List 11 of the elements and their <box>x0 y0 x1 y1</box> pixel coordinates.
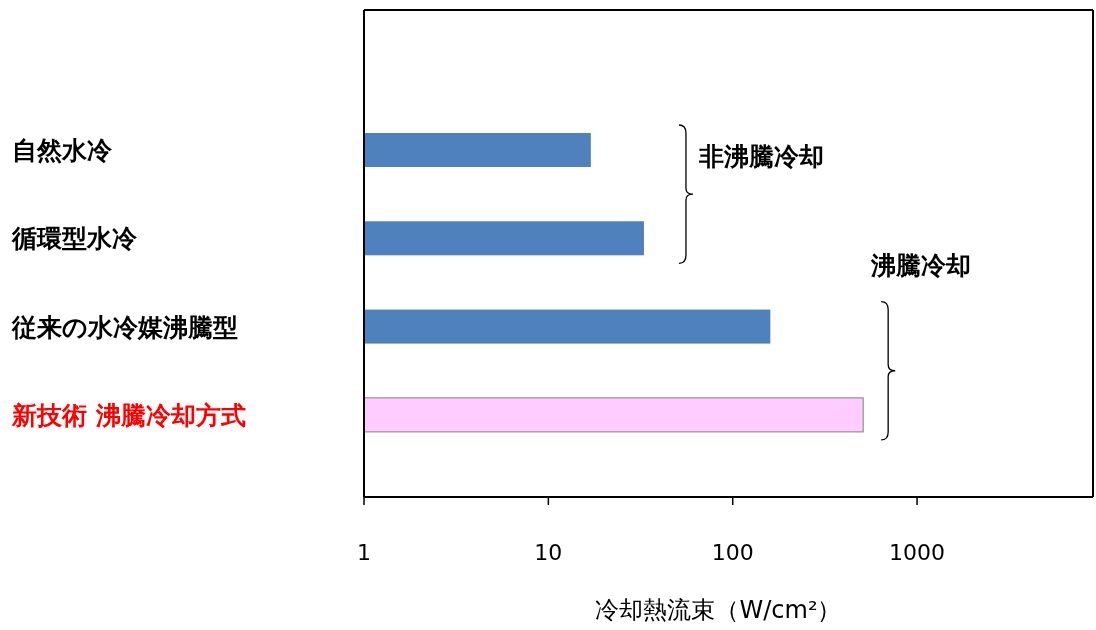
x-tick-label: 100 <box>711 540 754 565</box>
x-tick-label: 10 <box>534 540 563 565</box>
y-tick-label: 従来の水冷媒沸騰型 <box>11 312 238 342</box>
annotation: 沸騰冷却 <box>870 250 972 280</box>
x-tick-label: 1 <box>357 540 371 565</box>
x-tick-label: 1000 <box>889 540 946 565</box>
y-tick-label: 自然水冷 <box>12 136 113 165</box>
y-tick-label: 循環型水冷 <box>11 224 138 254</box>
annotation: 非沸騰冷却 <box>697 142 824 171</box>
y-tick-label: 新技術 沸騰冷却方式 <box>11 400 246 430</box>
x-axis-title: 冷却熱流束（W/cm²） <box>595 596 842 624</box>
